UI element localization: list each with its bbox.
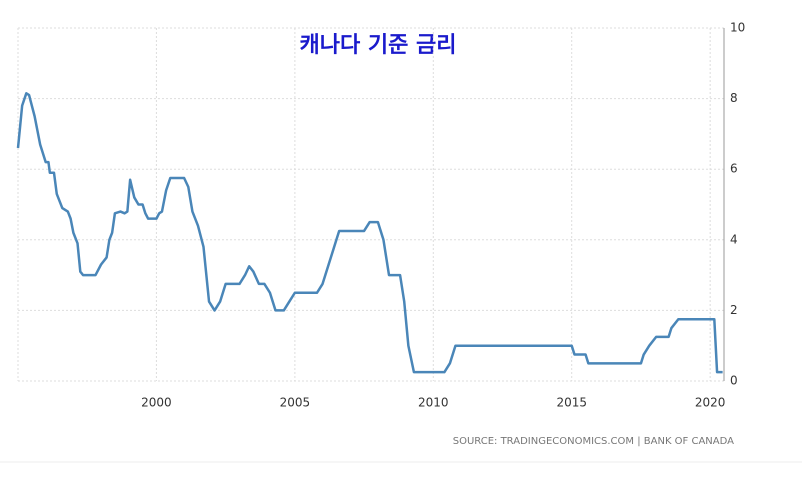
- y-tick-label: 2: [730, 303, 738, 317]
- y-tick-label: 4: [730, 232, 738, 246]
- line: [16, 92, 723, 374]
- x-tick-label: 2020: [695, 396, 726, 410]
- y-tick-label: 6: [730, 162, 738, 176]
- x-tick-label: 2005: [280, 396, 311, 410]
- source: SOURCE: TRADINGECONOMICS.COM | BANK OF C…: [453, 436, 734, 447]
- y-tick-label: 0: [730, 374, 738, 388]
- chart-title: 캐나다 기준 금리: [300, 33, 457, 58]
- y-tick-label: 8: [730, 91, 738, 105]
- y-tick-label: 10: [730, 21, 745, 35]
- x-tick-label: 2000: [141, 396, 172, 410]
- x-tick-label: 2010: [418, 396, 449, 410]
- x-tick-label: 2015: [556, 396, 587, 410]
